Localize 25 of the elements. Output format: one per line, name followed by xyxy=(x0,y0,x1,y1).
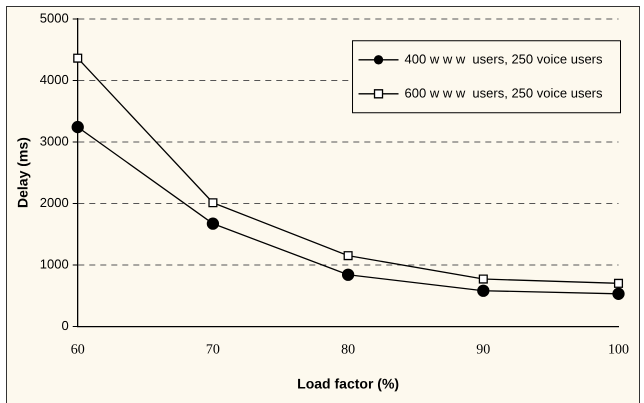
point xyxy=(614,278,624,288)
point xyxy=(72,120,84,134)
y-tick-label: 0 xyxy=(61,318,69,333)
point xyxy=(73,54,82,63)
y-tick-label: 4000 xyxy=(40,72,69,87)
y-tick-label: 2000 xyxy=(40,194,69,210)
point xyxy=(612,288,625,300)
x-tick-label: 70 xyxy=(206,342,220,358)
y-tick-label: 3000 xyxy=(40,133,69,148)
point xyxy=(206,218,220,230)
point xyxy=(342,268,354,281)
x-tick-label: 60 xyxy=(70,342,85,358)
point xyxy=(478,274,488,284)
y-tick-label: 5000 xyxy=(40,10,69,26)
y-axis-title: Delay (ms) xyxy=(14,137,30,208)
x-tick-label: 100 xyxy=(608,342,629,358)
legend-label: 600 w w w users, 250 voice users xyxy=(404,85,603,100)
legend-label: 400 w w w users, 250 voice users xyxy=(404,51,603,66)
point xyxy=(344,251,353,260)
y-tick-label: 1000 xyxy=(40,256,69,272)
point xyxy=(477,284,490,297)
x-axis-title: Load factor (%) xyxy=(297,375,400,392)
x-tick-label: 80 xyxy=(341,342,356,358)
point xyxy=(208,198,218,208)
x-tick-label: 90 xyxy=(476,342,490,358)
